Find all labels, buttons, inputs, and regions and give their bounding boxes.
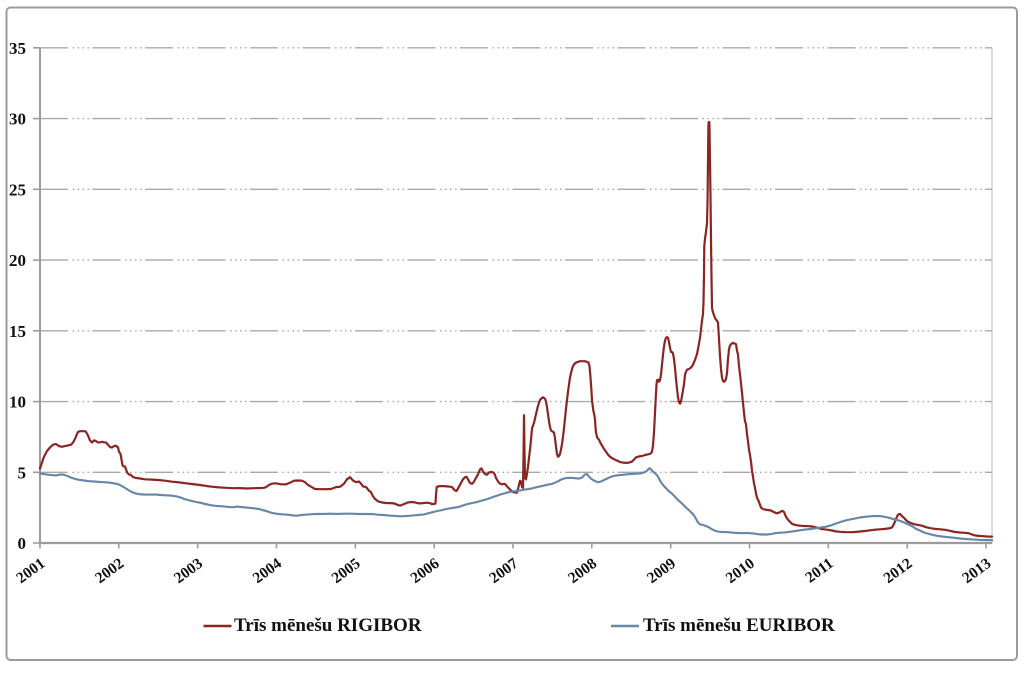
svg-text:15: 15: [9, 322, 26, 341]
svg-text:Trīs mēnešu RIGIBOR: Trīs mēnešu RIGIBOR: [234, 615, 422, 636]
svg-text:0: 0: [18, 534, 27, 553]
svg-text:10: 10: [9, 393, 26, 412]
svg-text:30: 30: [9, 110, 26, 129]
svg-text:Trīs mēnešu EURIBOR: Trīs mēnešu EURIBOR: [643, 615, 835, 636]
svg-text:35: 35: [9, 39, 26, 58]
svg-text:5: 5: [18, 463, 27, 482]
svg-text:20: 20: [9, 251, 26, 270]
svg-text:25: 25: [9, 180, 26, 199]
